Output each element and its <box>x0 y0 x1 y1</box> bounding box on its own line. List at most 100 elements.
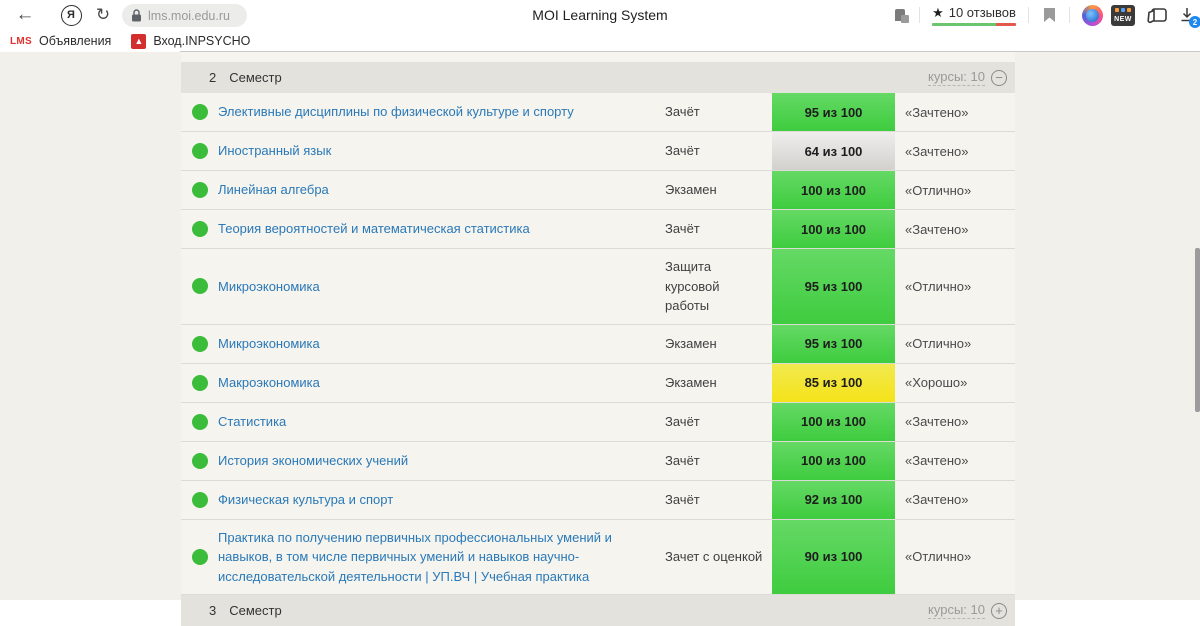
status-dot-icon <box>191 491 208 508</box>
grade-text: «Отлично» <box>905 278 972 294</box>
course-link[interactable]: Микроэкономика <box>218 335 320 351</box>
course-row: Практика по получению первичных професси… <box>181 519 1015 595</box>
site-reviews-widget[interactable]: ★ 10 отзывов <box>928 5 1020 26</box>
course-name-cell: Иностранный язык <box>218 132 660 170</box>
status-cell <box>181 442 218 480</box>
course-name-cell: Практика по получению первичных професси… <box>218 520 660 595</box>
status-dot-icon <box>191 413 208 430</box>
page-top-border <box>180 51 1200 52</box>
assessment-type: Экзамен <box>665 182 717 198</box>
bookmarks-bar: LMS Объявления ▲ Вход.INPSYCHO <box>0 30 1200 52</box>
grade-text: «Зачтено» <box>905 492 969 507</box>
divider <box>1069 7 1070 23</box>
course-row: Статистика Зачёт 100 из 100 «Зачтено» <box>181 402 1015 442</box>
course-rows: Элективные дисциплины по физической куль… <box>181 93 1015 595</box>
tag-extension-icon[interactable] <box>1140 0 1174 30</box>
vertical-scrollbar[interactable] <box>1195 248 1200 412</box>
course-link[interactable]: Макроэкономика <box>218 374 320 390</box>
course-link[interactable]: Элективные дисциплины по физической куль… <box>218 104 574 120</box>
grade-text: «Зачтено» <box>905 104 969 120</box>
page-viewport: 2 Семестр курсы: 10 − Элективные дисципл… <box>0 51 1200 626</box>
course-link[interactable]: Линейная алгебра <box>218 182 329 198</box>
assessment-type: Зачет с оценкой <box>665 549 763 564</box>
courses-count-link[interactable]: курсы: 10 <box>928 69 985 87</box>
status-cell <box>181 481 218 519</box>
score-badge: 64 из 100 <box>772 132 895 170</box>
refresh-button[interactable]: ↻ <box>95 5 111 24</box>
extension-new-icon[interactable]: NEW <box>1106 0 1140 30</box>
score-badge: 100 из 100 <box>772 402 895 441</box>
new-badge-label: NEW <box>1114 15 1132 23</box>
course-row: История экономических учений Зачёт 100 из … <box>181 441 1015 481</box>
browser-toolbar: ← Я ↻ lms.moi.edu.ru MOI Learning System… <box>0 0 1200 30</box>
course-row: Микроэкономика Защита курсовой работы 95 и… <box>181 249 1015 325</box>
course-link[interactable]: Практика по получению первичных професси… <box>218 529 612 584</box>
assessment-type: Защита курсовой работы <box>665 259 720 313</box>
course-row: Теория вероятностей и математическая ста… <box>181 210 1015 249</box>
score-badge: 95 из 100 <box>772 93 895 131</box>
rating-positive-segment <box>932 22 996 26</box>
grade-text: «Хорошо» <box>905 375 968 390</box>
course-name-cell: Физическая культура и спорт <box>218 481 660 519</box>
semester-number: 2 <box>209 70 217 85</box>
assessment-type: Зачёт <box>665 221 700 237</box>
assessment-type: Зачёт <box>665 104 700 120</box>
course-link[interactable]: Микроэкономика <box>218 278 320 294</box>
course-link[interactable]: История экономических учений <box>218 452 409 468</box>
course-name-cell: История экономических учений <box>218 442 660 480</box>
lock-icon <box>132 9 141 22</box>
url-text: lms.moi.edu.ru <box>148 8 230 23</box>
course-link[interactable]: Статистика <box>218 413 287 429</box>
status-dot-icon <box>191 182 208 198</box>
status-dot-icon <box>191 452 208 469</box>
status-cell <box>181 249 218 324</box>
tag-icon <box>1147 7 1167 23</box>
lms-favicon: LMS <box>10 35 33 47</box>
downloads-button[interactable]: 2 <box>1174 0 1200 30</box>
address-bar[interactable]: lms.moi.edu.ru <box>122 4 247 27</box>
assessment-type: Зачёт <box>665 491 700 507</box>
page-shape <box>901 15 909 23</box>
score-badge: 90 из 100 <box>772 519 895 594</box>
inpsycho-favicon: ▲ <box>131 33 147 49</box>
status-dot-icon <box>191 335 208 352</box>
course-name-cell: Элективные дисциплины по физической куль… <box>218 93 660 131</box>
extension-browser-icon[interactable] <box>1078 0 1106 30</box>
course-link[interactable]: Физическая культура и спорт <box>218 491 394 507</box>
bookmark-label: Вход.INPSYCHO <box>153 34 251 48</box>
course-row: Линейная алгебра Экзамен 100 из 100 «Отличн… <box>181 171 1015 210</box>
bookmark-item-announcements[interactable]: LMS Объявления <box>10 34 111 48</box>
status-dot-icon <box>191 221 208 237</box>
site-protect-icon[interactable] <box>889 0 911 30</box>
yandex-browser-button[interactable]: Я <box>56 0 86 30</box>
status-cell <box>181 171 218 209</box>
bookmark-icon[interactable] <box>1037 0 1061 30</box>
grade-text: «Зачтено» <box>905 453 969 468</box>
semester-number: 3 <box>209 603 217 618</box>
score-badge: 95 из 100 <box>772 324 895 363</box>
yandex-logo-icon: Я <box>60 4 82 26</box>
collapse-icon[interactable]: − <box>991 69 1007 86</box>
status-dot-icon <box>191 374 208 391</box>
status-cell <box>181 210 218 248</box>
assessment-type: Экзамен <box>665 335 717 351</box>
course-link[interactable]: Теория вероятностей и математическая ста… <box>218 221 530 237</box>
assessment-type: Экзамен <box>665 374 717 390</box>
status-cell <box>181 520 218 595</box>
back-button[interactable]: ← <box>15 4 35 25</box>
status-dot-icon <box>191 143 208 159</box>
downloads-count-badge: 2 <box>1189 16 1200 28</box>
course-link[interactable]: Иностранный язык <box>218 143 332 159</box>
bookmark-item-inpsycho[interactable]: ▲ Вход.INPSYCHO <box>131 33 251 49</box>
expand-icon[interactable]: + <box>991 602 1007 619</box>
course-row: Микроэкономика Экзамен 95 из 100 «Отлично» <box>181 324 1015 364</box>
star-icon: ★ <box>932 4 944 20</box>
divider <box>919 7 920 23</box>
course-row: Элективные дисциплины по физической куль… <box>181 93 1015 132</box>
status-cell <box>181 364 218 402</box>
course-name-cell: Статистика <box>218 403 660 441</box>
courses-count-link[interactable]: курсы: 10 <box>928 602 985 620</box>
semester-table: 2 Семестр курсы: 10 − Элективные дисципл… <box>181 52 1015 626</box>
score-badge: 100 из 100 <box>772 210 895 248</box>
course-name-cell: Макроэкономика <box>218 364 660 402</box>
